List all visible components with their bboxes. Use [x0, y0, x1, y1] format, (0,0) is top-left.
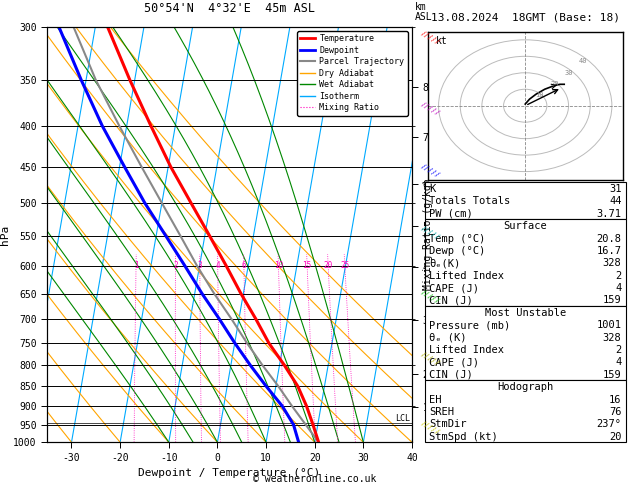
Text: 50°54'N  4°32'E  45m ASL: 50°54'N 4°32'E 45m ASL [144, 1, 315, 15]
Text: 15: 15 [303, 261, 312, 270]
Text: 10: 10 [274, 261, 283, 270]
Text: 76: 76 [609, 407, 621, 417]
Text: Dewp (°C): Dewp (°C) [429, 246, 485, 256]
Text: Totals Totals: Totals Totals [429, 196, 510, 207]
Text: 4: 4 [615, 283, 621, 293]
Text: kt: kt [435, 36, 447, 46]
Text: /////: ///// [420, 101, 441, 116]
Text: StmSpd (kt): StmSpd (kt) [429, 432, 498, 442]
Text: 20: 20 [550, 81, 559, 87]
Text: 2: 2 [615, 345, 621, 355]
Text: Pressure (mb): Pressure (mb) [429, 320, 510, 330]
Text: 328: 328 [603, 332, 621, 343]
Text: 20.8: 20.8 [596, 234, 621, 243]
Text: 10: 10 [535, 92, 544, 98]
Text: 6: 6 [242, 261, 246, 270]
Text: SREH: SREH [429, 407, 454, 417]
Text: 159: 159 [603, 295, 621, 306]
Text: Surface: Surface [503, 221, 547, 231]
Text: 237°: 237° [596, 419, 621, 429]
Text: CAPE (J): CAPE (J) [429, 357, 479, 367]
Text: 16: 16 [609, 395, 621, 404]
Text: 4: 4 [215, 261, 220, 270]
Text: Most Unstable: Most Unstable [484, 308, 566, 318]
Legend: Temperature, Dewpoint, Parcel Trajectory, Dry Adiabat, Wet Adiabat, Isotherm, Mi: Temperature, Dewpoint, Parcel Trajectory… [297, 31, 408, 116]
Text: LCL: LCL [396, 415, 411, 423]
Text: Mixing Ratio (g/kg): Mixing Ratio (g/kg) [423, 179, 433, 290]
Text: /////: ///// [420, 30, 441, 46]
Text: 16.7: 16.7 [596, 246, 621, 256]
Text: StmDir: StmDir [429, 419, 467, 429]
Text: PW (cm): PW (cm) [429, 209, 473, 219]
Text: 30: 30 [565, 69, 573, 75]
Text: /////: ///// [420, 288, 441, 304]
Text: EH: EH [429, 395, 442, 404]
Text: km
ASL: km ASL [415, 2, 433, 22]
Text: 40: 40 [579, 58, 587, 65]
Text: 1: 1 [134, 261, 138, 270]
Text: 3.71: 3.71 [596, 209, 621, 219]
Text: /////: ///// [420, 420, 441, 436]
Text: 25: 25 [340, 261, 350, 270]
Y-axis label: hPa: hPa [1, 225, 11, 244]
Text: 328: 328 [603, 259, 621, 268]
Text: CIN (J): CIN (J) [429, 370, 473, 380]
Text: 31: 31 [609, 184, 621, 194]
Text: 3: 3 [198, 261, 202, 270]
Text: 159: 159 [603, 370, 621, 380]
Text: θₑ(K): θₑ(K) [429, 259, 460, 268]
Text: Lifted Index: Lifted Index [429, 271, 504, 281]
Text: 1001: 1001 [596, 320, 621, 330]
Text: 44: 44 [609, 196, 621, 207]
Text: K: K [429, 184, 435, 194]
Text: 2: 2 [173, 261, 178, 270]
Text: /////: ///// [420, 163, 441, 178]
Text: CAPE (J): CAPE (J) [429, 283, 479, 293]
Text: © weatheronline.co.uk: © weatheronline.co.uk [253, 473, 376, 484]
Text: 13.08.2024  18GMT (Base: 18): 13.08.2024 18GMT (Base: 18) [431, 12, 620, 22]
Text: /////: ///// [420, 351, 441, 366]
Text: /////: ///// [420, 225, 441, 241]
Text: Lifted Index: Lifted Index [429, 345, 504, 355]
Text: Temp (°C): Temp (°C) [429, 234, 485, 243]
Text: 2: 2 [615, 271, 621, 281]
Text: Hodograph: Hodograph [497, 382, 554, 392]
Text: 20: 20 [323, 261, 333, 270]
Text: 20: 20 [609, 432, 621, 442]
X-axis label: Dewpoint / Temperature (°C): Dewpoint / Temperature (°C) [138, 468, 321, 478]
Text: θₑ (K): θₑ (K) [429, 332, 467, 343]
Text: CIN (J): CIN (J) [429, 295, 473, 306]
Text: 4: 4 [615, 357, 621, 367]
